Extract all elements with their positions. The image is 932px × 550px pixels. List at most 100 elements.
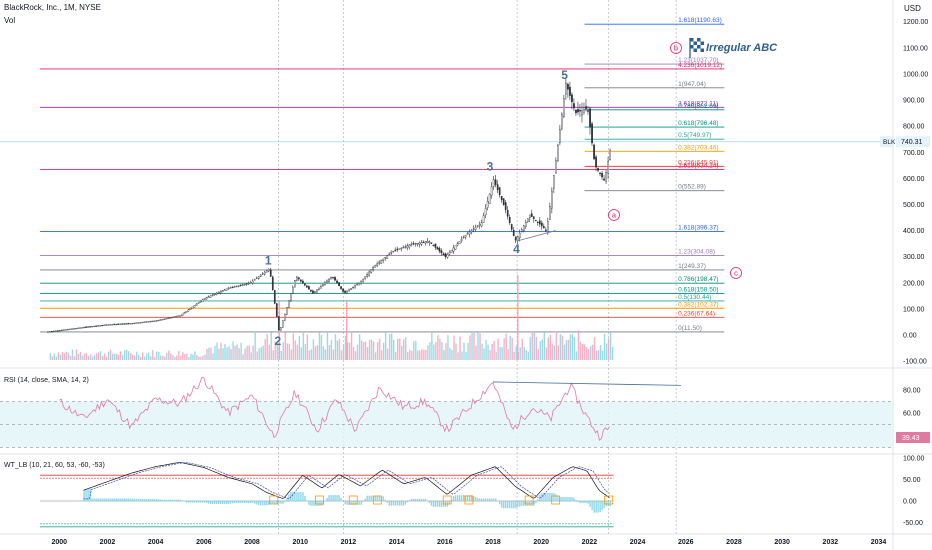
candle-body	[338, 282, 340, 287]
candle-body	[115, 323, 118, 326]
volume-bar	[529, 336, 531, 360]
volume-bar	[507, 349, 509, 360]
candle-body	[328, 278, 330, 282]
wt-histogram-bar	[553, 492, 555, 501]
wt-histogram-bar	[511, 501, 513, 509]
wt-histogram-bar	[521, 501, 523, 506]
price-tick-0: 1200.00	[903, 19, 928, 26]
price-tick-13: -100.00	[903, 359, 927, 366]
volume-bar	[559, 334, 562, 360]
wt-histogram-bar	[117, 498, 119, 501]
volume-bar	[515, 345, 517, 360]
wt-histogram-bar	[175, 499, 178, 501]
candle-body	[422, 241, 425, 244]
price-tick-11: 100.00	[903, 306, 925, 313]
wt-histogram-bar	[545, 492, 547, 501]
volume-bar	[152, 350, 154, 360]
volume-bar	[125, 349, 128, 360]
candle-body	[99, 325, 101, 327]
wt-histogram-bar	[223, 501, 226, 504]
candle-body	[217, 292, 220, 294]
rsi-line	[59, 377, 610, 441]
candle-body	[547, 221, 549, 232]
volume-bar	[443, 349, 445, 360]
volume-bar	[119, 351, 122, 360]
wt-histogram-bar	[266, 501, 268, 506]
wt-histogram-bar	[398, 501, 401, 506]
wt-histogram-bar	[589, 501, 591, 507]
candle-body	[79, 327, 81, 329]
wt-histogram-bar	[424, 498, 427, 501]
candle-body	[366, 274, 369, 277]
volume-bar	[137, 355, 140, 360]
wt-histogram-bar	[314, 501, 316, 506]
wt-histogram-bar	[185, 501, 188, 503]
wt-histogram-bar	[438, 501, 441, 507]
candle-body	[430, 242, 433, 244]
candle-body	[561, 113, 563, 129]
volume-bar	[603, 333, 606, 360]
candle-body	[386, 255, 389, 259]
volume-bar	[314, 346, 317, 360]
candle-body	[83, 326, 85, 329]
candle-body	[187, 309, 190, 312]
volume-bar	[326, 331, 329, 360]
volume-bar	[457, 352, 459, 360]
wt-histogram-bar	[135, 498, 137, 501]
wt-histogram-bar	[195, 501, 198, 503]
wt-histogram-bar	[466, 495, 469, 501]
candle-body	[567, 84, 569, 90]
volume-bar	[144, 356, 146, 360]
volume-bar	[294, 340, 297, 360]
candle-body	[595, 156, 597, 168]
volume-bar	[551, 343, 554, 360]
wt-histogram-bar	[458, 495, 461, 501]
candle-body	[458, 241, 461, 244]
time-tick-14: 2028	[726, 539, 742, 546]
wt-histogram-bar	[229, 501, 232, 504]
wt-histogram-bar	[159, 499, 162, 501]
candle-body	[557, 144, 559, 162]
candle-body	[504, 202, 507, 210]
volume-bar	[280, 350, 282, 360]
volume-bar	[390, 333, 393, 360]
candle-body	[402, 247, 405, 249]
candle-body	[579, 110, 581, 112]
wave-label-1: 1	[265, 253, 272, 267]
candle-body	[344, 290, 346, 293]
volume-bar	[417, 350, 419, 360]
volume-bar	[246, 345, 248, 360]
candle-body	[460, 239, 463, 241]
wt-histogram-bar	[432, 501, 435, 507]
wt-histogram-bar	[227, 501, 230, 504]
wt-histogram-bar	[189, 501, 192, 503]
volume-bar	[194, 351, 196, 360]
candle-body	[438, 247, 441, 252]
candle-body	[147, 321, 150, 323]
volume-bar	[148, 352, 150, 360]
rsi-tick-0: 80.00	[903, 388, 921, 395]
candle-body	[528, 214, 531, 219]
volume-bar	[117, 355, 120, 360]
volume-bar	[356, 344, 359, 360]
volume-bar	[467, 342, 469, 360]
candle-body	[314, 291, 316, 294]
volume-bar	[135, 351, 138, 360]
volume-bar	[127, 351, 130, 360]
time-tick-8: 2016	[437, 539, 453, 546]
candle-body	[117, 323, 120, 325]
volume-bar	[340, 350, 343, 360]
candle-body	[464, 234, 467, 238]
price-trendline	[516, 230, 556, 242]
candle-body	[111, 324, 113, 326]
candle-body	[65, 329, 67, 331]
candle-body	[508, 217, 511, 223]
volume-bar	[441, 342, 443, 360]
wt-histogram-bar	[340, 497, 342, 501]
candle-body	[49, 331, 51, 333]
wt-histogram-bar	[256, 501, 258, 505]
volume-bar	[366, 346, 369, 360]
candle-body	[135, 322, 138, 324]
wt-histogram-bar	[171, 499, 174, 501]
candle-body	[213, 293, 216, 296]
